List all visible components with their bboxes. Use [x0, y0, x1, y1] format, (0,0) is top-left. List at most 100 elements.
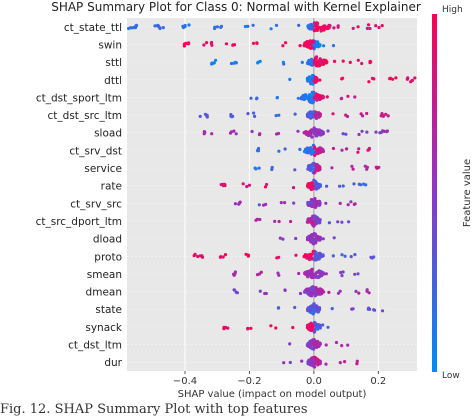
shap-point: [386, 114, 390, 118]
shap-point: [306, 61, 310, 65]
shap-point: [338, 184, 342, 188]
shap-point: [205, 115, 209, 119]
feature-label: service: [84, 163, 122, 175]
shap-point: [316, 270, 320, 274]
shap-point: [324, 201, 328, 205]
shap-point: [312, 272, 317, 277]
shap-point: [232, 61, 236, 65]
shap-point: [369, 60, 373, 64]
shap-point: [257, 203, 261, 207]
shap-point: [331, 44, 336, 48]
figure-caption: Fig. 12. SHAP Summary Plot with top feat…: [0, 403, 308, 417]
shap-point: [313, 253, 317, 257]
feature-label: rate: [101, 181, 122, 193]
shap-point: [310, 275, 314, 280]
shap-point: [205, 41, 209, 45]
shap-point: [341, 132, 345, 136]
shap-point: [255, 41, 259, 46]
shap-point: [221, 255, 225, 259]
shap-point: [307, 344, 312, 349]
shap-point: [289, 219, 293, 224]
shap-point: [367, 23, 371, 27]
shap-point: [200, 254, 204, 258]
shap-point: [325, 95, 329, 99]
shap-point: [360, 129, 364, 133]
shap-point: [365, 130, 369, 134]
shap-point: [269, 27, 273, 31]
shap-point: [374, 24, 378, 28]
shap-point: [219, 183, 223, 187]
shap-point: [312, 242, 316, 246]
shap-point: [203, 112, 207, 116]
shap-point: [161, 26, 165, 30]
shap-point: [305, 147, 309, 151]
shap-point: [202, 43, 206, 47]
shap-point: [279, 201, 283, 205]
shap-point: [385, 130, 389, 134]
colorbar-title: Feature value: [462, 159, 473, 227]
feature-row-service: [253, 161, 381, 175]
shap-point: [298, 147, 302, 151]
shap-point: [281, 60, 285, 64]
feature-label: ct_srv_src: [70, 198, 122, 210]
shap-point: [319, 290, 323, 294]
feature-row-dur: [282, 355, 359, 369]
shap-point: [294, 236, 298, 241]
shap-point: [307, 361, 312, 365]
shap-point: [210, 132, 214, 136]
shap-point: [313, 205, 317, 209]
shap-point: [380, 24, 384, 28]
shap-point: [256, 61, 260, 65]
shap-point: [367, 80, 371, 84]
shap-summary-plot: SHAP Summary Plot for Class 0: Normal wi…: [36, 0, 473, 400]
shap-point: [315, 25, 319, 29]
shap-point: [273, 219, 277, 223]
shap-point: [314, 324, 318, 328]
shap-point: [330, 307, 334, 311]
shap-point: [312, 342, 316, 346]
shap-point: [306, 269, 310, 274]
shap-point: [309, 42, 313, 46]
shap-point: [341, 59, 345, 63]
shap-point: [308, 26, 312, 31]
shap-point: [313, 153, 317, 157]
shap-point: [312, 43, 316, 47]
shap-point: [317, 183, 322, 187]
shap-point: [288, 77, 292, 81]
shap-point: [257, 166, 261, 170]
shap-point: [215, 25, 219, 29]
shap-point: [288, 360, 292, 365]
shap-point: [354, 289, 358, 293]
shap-point: [293, 168, 297, 172]
shap-point: [372, 308, 376, 312]
shap-point: [333, 59, 337, 64]
feature-label: swin: [98, 40, 122, 52]
shap-point: [341, 270, 345, 274]
shap-point: [249, 96, 253, 100]
shap-point: [355, 359, 359, 363]
x-axis-label: SHAP value (impact on model output): [178, 389, 367, 400]
shap-point: [338, 361, 342, 365]
shap-point: [380, 309, 385, 313]
shap-point: [316, 113, 320, 117]
shap-point: [340, 274, 344, 278]
shap-point: [340, 148, 344, 152]
shap-point: [269, 324, 273, 328]
shap-point: [277, 255, 281, 259]
shap-point: [316, 147, 321, 151]
shap-point: [310, 135, 314, 139]
shap-point: [308, 324, 312, 328]
shap-point: [319, 273, 324, 277]
shap-point: [258, 289, 262, 293]
shap-point: [187, 23, 191, 27]
feature-label: synack: [85, 322, 123, 334]
shap-point: [316, 41, 320, 45]
shap-point: [309, 256, 314, 260]
shap-point: [297, 271, 301, 276]
feature-value-colorbar: [432, 14, 437, 372]
shap-point: [311, 167, 315, 171]
shap-point: [312, 355, 317, 360]
shap-point: [353, 95, 357, 99]
shap-point: [312, 79, 317, 83]
shap-point: [370, 256, 374, 260]
